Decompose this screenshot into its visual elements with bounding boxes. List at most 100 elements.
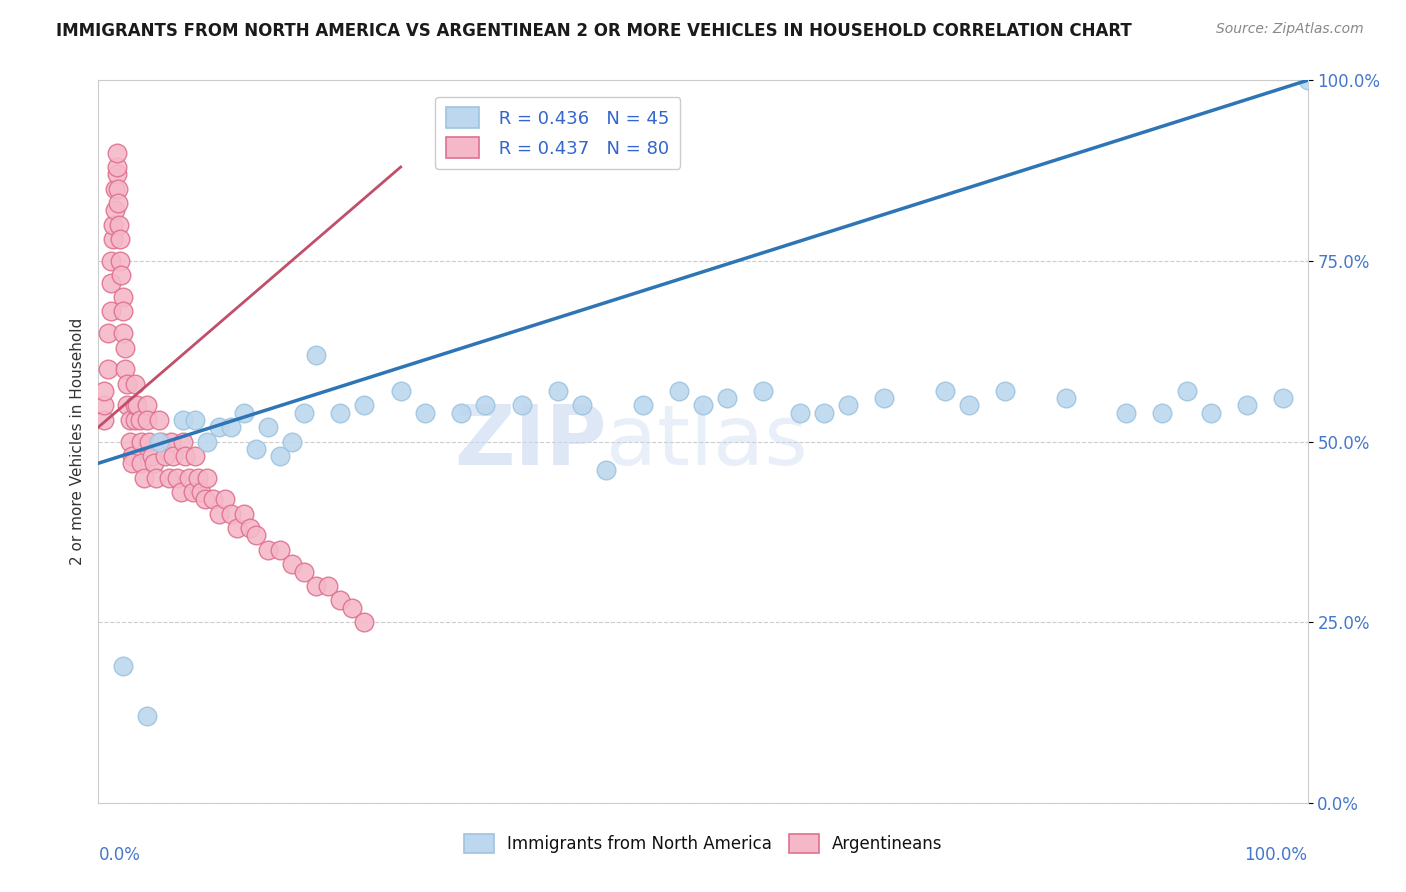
Point bbox=[214, 492, 236, 507]
Point bbox=[1296, 73, 1319, 87]
Point bbox=[124, 398, 146, 412]
Point bbox=[101, 232, 124, 246]
Point bbox=[166, 470, 188, 484]
Point bbox=[117, 376, 139, 391]
Point bbox=[269, 542, 291, 557]
Point bbox=[174, 449, 197, 463]
Point bbox=[873, 391, 896, 405]
Point bbox=[107, 196, 129, 211]
Point bbox=[789, 406, 811, 420]
Point bbox=[134, 470, 156, 484]
Point bbox=[104, 182, 127, 196]
Point bbox=[221, 507, 243, 521]
Legend: Immigrants from North America, Argentineans: Immigrants from North America, Argentine… bbox=[457, 827, 949, 860]
Point bbox=[100, 304, 122, 318]
Point bbox=[187, 470, 209, 484]
Point bbox=[110, 268, 132, 283]
Point bbox=[269, 449, 291, 463]
Point bbox=[153, 449, 176, 463]
Point bbox=[148, 413, 170, 427]
Point bbox=[208, 507, 231, 521]
Point bbox=[114, 341, 136, 355]
Point bbox=[121, 449, 143, 463]
Point bbox=[138, 434, 160, 449]
Point bbox=[329, 593, 352, 607]
Point bbox=[957, 398, 980, 412]
Point bbox=[292, 565, 315, 579]
Text: 0.0%: 0.0% bbox=[98, 847, 141, 864]
Point bbox=[1175, 384, 1198, 398]
Point bbox=[595, 463, 617, 477]
Point bbox=[108, 218, 131, 232]
Point bbox=[150, 434, 173, 449]
Point bbox=[104, 203, 127, 218]
Point bbox=[101, 218, 124, 232]
Point bbox=[716, 391, 738, 405]
Point bbox=[127, 398, 149, 412]
Point bbox=[117, 398, 139, 412]
Point bbox=[934, 384, 956, 398]
Point bbox=[100, 276, 122, 290]
Point bbox=[135, 413, 157, 427]
Point bbox=[162, 449, 184, 463]
Point bbox=[232, 406, 254, 420]
Point bbox=[118, 434, 141, 449]
Point bbox=[195, 434, 218, 449]
Point bbox=[245, 442, 267, 456]
Point bbox=[226, 521, 249, 535]
Point bbox=[194, 492, 217, 507]
Point bbox=[135, 398, 157, 412]
Point bbox=[184, 413, 207, 427]
Point bbox=[169, 485, 191, 500]
Text: ZIP: ZIP bbox=[454, 401, 606, 482]
Text: 100.0%: 100.0% bbox=[1244, 847, 1308, 864]
Point bbox=[105, 167, 128, 181]
Point bbox=[232, 507, 254, 521]
Point bbox=[118, 413, 141, 427]
Point bbox=[245, 528, 267, 542]
Point bbox=[181, 485, 204, 500]
Point bbox=[221, 420, 243, 434]
Point bbox=[148, 434, 170, 449]
Point bbox=[172, 413, 194, 427]
Point bbox=[239, 521, 262, 535]
Point bbox=[571, 398, 593, 412]
Point bbox=[190, 485, 212, 500]
Point bbox=[510, 398, 533, 412]
Point bbox=[342, 600, 364, 615]
Point bbox=[281, 558, 304, 572]
Point bbox=[111, 304, 134, 318]
Point bbox=[547, 384, 569, 398]
Text: Source: ZipAtlas.com: Source: ZipAtlas.com bbox=[1216, 22, 1364, 37]
Point bbox=[93, 384, 115, 398]
Point bbox=[281, 434, 304, 449]
Point bbox=[316, 579, 339, 593]
Point bbox=[105, 160, 128, 174]
Point bbox=[668, 384, 690, 398]
Point bbox=[111, 658, 134, 673]
Point bbox=[305, 579, 328, 593]
Point bbox=[413, 406, 436, 420]
Point bbox=[108, 232, 131, 246]
Point bbox=[1054, 391, 1077, 405]
Point bbox=[124, 413, 146, 427]
Point bbox=[105, 145, 128, 160]
Point bbox=[141, 449, 163, 463]
Point bbox=[97, 326, 120, 340]
Point bbox=[93, 413, 115, 427]
Point bbox=[93, 398, 115, 412]
Point bbox=[305, 348, 328, 362]
Point bbox=[97, 362, 120, 376]
Point bbox=[994, 384, 1017, 398]
Point bbox=[124, 376, 146, 391]
Point bbox=[111, 326, 134, 340]
Point bbox=[129, 434, 152, 449]
Point bbox=[129, 456, 152, 470]
Point bbox=[292, 406, 315, 420]
Point bbox=[813, 406, 835, 420]
Point bbox=[353, 615, 375, 630]
Point bbox=[837, 398, 859, 412]
Point bbox=[100, 253, 122, 268]
Point bbox=[114, 362, 136, 376]
Point bbox=[111, 290, 134, 304]
